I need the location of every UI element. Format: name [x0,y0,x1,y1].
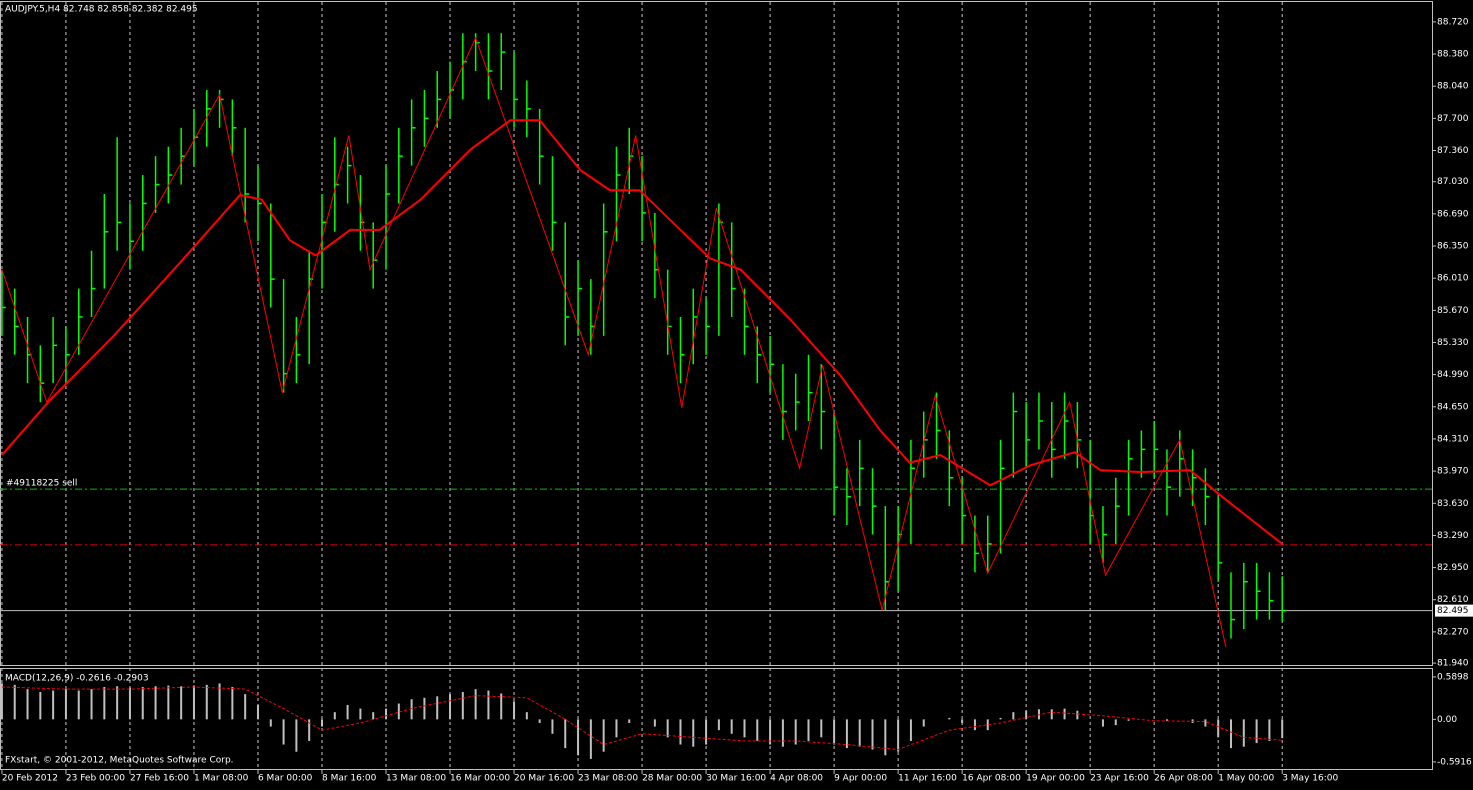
x-tick-label: 19 Apr 00:00 [1026,774,1085,784]
y-tick-label: 83.630 [1437,499,1469,509]
x-tick-label: 23 Feb 00:00 [66,774,125,784]
x-tick-label: 11 Apr 16:00 [898,774,957,784]
x-tick-label: 20 Feb 2012 [2,774,58,784]
macd-title: MACD(12,26,9) -0.2616 -0.2903 [5,674,149,684]
y-tick-label: 85.670 [1437,306,1469,316]
x-tick-label: 30 Mar 16:00 [706,774,766,784]
level-label: #49118225 sell [6,479,77,489]
x-tick-label: 3 May 16:00 [1282,774,1338,784]
y-tick-label: 88.380 [1437,50,1469,60]
chart-title: AUDJPY.5,H4 82.748 82.858 82.382 82.495 [5,5,198,15]
y-tick-label: 84.990 [1437,370,1469,380]
x-tick-label: 8 Mar 16:00 [322,774,377,784]
x-tick-label: 1 May 00:00 [1218,774,1274,784]
x-tick-label: 13 Mar 08:00 [386,774,446,784]
y-tick-label: 82.950 [1437,563,1469,573]
zigzag-line [1,36,1227,648]
x-tick-label: 1 Mar 08:00 [194,774,249,784]
y-tick-label: 83.290 [1437,531,1469,541]
y-tick-label: 0.00 [1437,715,1457,725]
y-tick-label: 88.720 [1437,17,1469,27]
y-tick-label: 87.030 [1437,177,1469,187]
x-tick-label: 27 Feb 16:00 [130,774,189,784]
x-tick-label: 6 Mar 00:00 [258,774,313,784]
y-tick-label: 84.310 [1437,434,1469,444]
x-tick-label: 20 Mar 16:00 [514,774,574,784]
price-label: 82.495 [1437,606,1469,616]
y-tick-label: 81.940 [1437,659,1469,669]
y-tick-label: 82.270 [1437,627,1469,637]
y-tick-label: 88.040 [1437,82,1469,92]
x-tick-label: 28 Mar 00:00 [642,774,702,784]
y-tick-label: 86.690 [1437,209,1469,219]
y-tick-label: 83.970 [1437,467,1469,477]
x-tick-label: 16 Mar 00:00 [450,774,510,784]
y-tick-label: 0.5898 [1437,672,1469,682]
y-tick-label: 82.610 [1437,595,1469,605]
moving-average [1,119,1285,546]
x-tick-label: 16 Apr 08:00 [962,774,1021,784]
y-tick-label: 87.700 [1437,114,1469,124]
copyright: FXstart, © 2001-2012, MetaQuotes Softwar… [5,756,234,766]
x-tick-label: 9 Apr 00:00 [834,774,887,784]
x-tick-label: 23 Mar 08:00 [578,774,638,784]
main-pane-frame [0,1,1433,666]
y-tick-label: 86.350 [1437,242,1469,252]
x-tick-label: 26 Apr 08:00 [1154,774,1213,784]
x-tick-label: 23 Apr 16:00 [1090,774,1149,784]
y-tick-label: 84.650 [1437,402,1469,412]
x-tick-label: 4 Apr 08:00 [770,774,823,784]
y-tick-label: 86.010 [1437,274,1469,284]
price-label-box [1435,604,1473,617]
signal-line [1,686,1283,751]
y-tick-label: -0.5916 [1437,757,1472,767]
y-tick-label: 87.360 [1437,146,1469,156]
y-tick-label: 85.330 [1437,338,1469,348]
